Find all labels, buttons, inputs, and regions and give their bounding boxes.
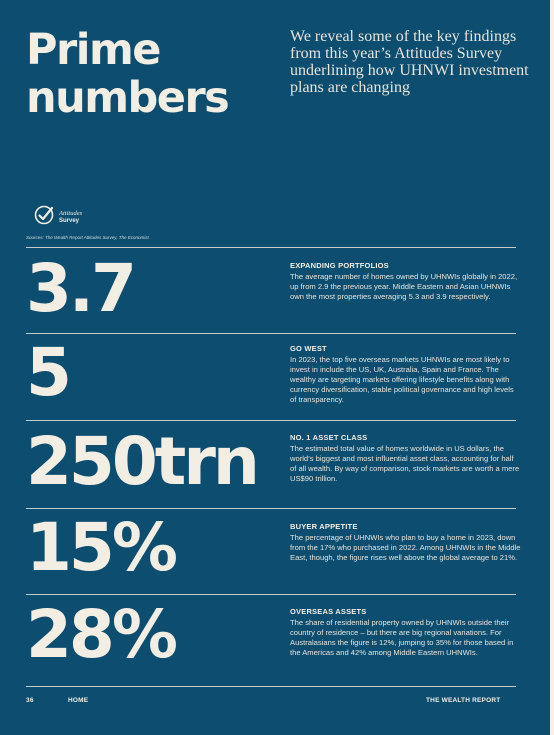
stat-description: EXPANDING PORTFOLIOS The average number … xyxy=(290,261,522,302)
logo-line2: Survey xyxy=(59,217,80,224)
stat-value: 28% xyxy=(26,596,178,673)
stat-value: 15% xyxy=(26,509,178,586)
check-circle-icon xyxy=(34,205,54,225)
divider xyxy=(26,247,516,248)
stat-body: The percentage of UHNWIs who plan to buy… xyxy=(290,533,521,562)
stat-value: 250trn xyxy=(26,423,260,500)
divider xyxy=(26,508,516,509)
publication-name: THE WEALTH REPORT xyxy=(426,697,501,704)
divider xyxy=(26,686,516,687)
stat-value: 5 xyxy=(26,334,72,411)
attitudes-survey-logo: Attitudes Survey xyxy=(33,204,113,230)
stat-heading: NO. 1 ASSET CLASS xyxy=(290,433,368,442)
page-title-line1: Prime xyxy=(26,25,161,75)
stat-description: GO WEST In 2023, the top five overseas m… xyxy=(290,344,522,405)
section-label: HOME xyxy=(68,697,89,704)
page-title: Prime numbers xyxy=(26,25,230,123)
stat-body: The share of residential property owned … xyxy=(290,618,514,657)
stat-heading: OVERSEAS ASSETS xyxy=(290,607,367,616)
page-title-line2: numbers xyxy=(26,73,230,123)
stat-body: The estimated total value of homes world… xyxy=(290,444,520,483)
stat-description: BUYER APPETITE The percentage of UHNWIs … xyxy=(290,522,522,563)
stat-description: OVERSEAS ASSETS The share of residential… xyxy=(290,607,522,658)
divider xyxy=(26,333,516,334)
intro-text: We reveal some of the key findings from … xyxy=(290,28,529,96)
stat-description: NO. 1 ASSET CLASS The estimated total va… xyxy=(290,433,522,484)
page-edge xyxy=(550,0,554,735)
sources-note: Sources: The Wealth Report Attitudes Sur… xyxy=(26,235,149,240)
logo-line1: Attitudes xyxy=(59,210,83,217)
stat-heading: GO WEST xyxy=(290,344,327,353)
logo-text: Attitudes Survey xyxy=(59,210,83,224)
stat-value: 3.7 xyxy=(26,250,137,327)
stat-body: The average number of homes owned by UHN… xyxy=(290,272,518,301)
stat-heading: EXPANDING PORTFOLIOS xyxy=(290,261,389,270)
stat-heading: BUYER APPETITE xyxy=(290,522,358,531)
divider xyxy=(26,594,516,595)
stat-body: In 2023, the top five overseas markets U… xyxy=(290,355,514,404)
divider xyxy=(26,420,516,421)
page-number: 36 xyxy=(26,697,34,704)
